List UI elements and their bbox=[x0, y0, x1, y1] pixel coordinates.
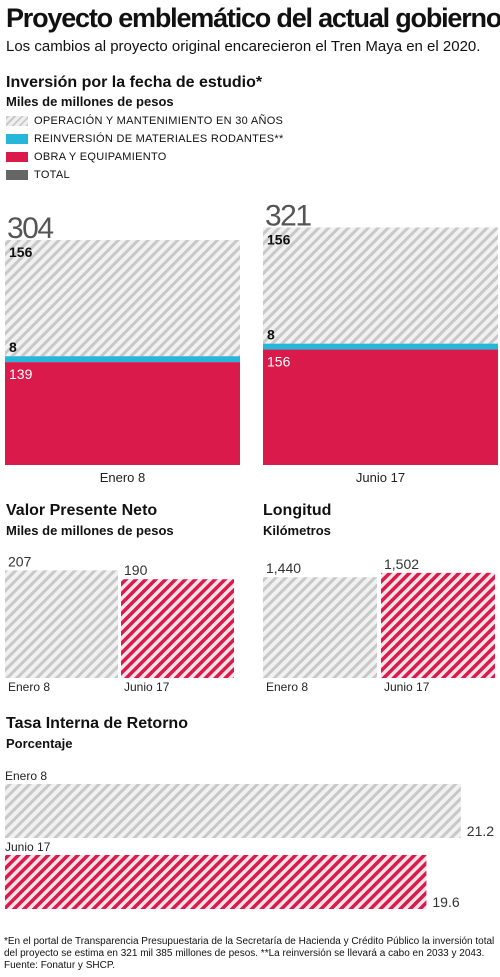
bar-operacion-0 bbox=[5, 240, 240, 357]
vpn-category-label-1: Junio 17 bbox=[124, 680, 170, 694]
vpn-bar-0 bbox=[5, 570, 118, 678]
page-title: Proyecto emblemático del actual gobierno bbox=[6, 3, 500, 33]
legend-label-operacion: OPERACIÓN Y MANTENIMIENTO EN 30 AÑOS bbox=[34, 115, 284, 127]
bar-reinversion-0 bbox=[5, 356, 240, 363]
vpn-value-label-1: 190 bbox=[124, 562, 148, 578]
bar-obra-0 bbox=[5, 362, 240, 465]
value-label-reinversion-0: 8 bbox=[9, 339, 17, 355]
legend-item-operacion: OPERACIÓN Y MANTENIMIENTO EN 30 AÑOS bbox=[6, 114, 283, 128]
total-label-1: 321 bbox=[265, 199, 311, 232]
tir-chart-title: Tasa Interna de Retorno bbox=[6, 715, 188, 732]
vpn-category-label-0: Enero 8 bbox=[8, 680, 50, 694]
legend-swatch-reinversion bbox=[6, 134, 28, 144]
vpn-bar-1 bbox=[121, 579, 234, 678]
investment-chart-subtitle: Miles de millones de pesos bbox=[6, 94, 174, 109]
bar-obra-1 bbox=[263, 349, 498, 465]
legend-item-total: TOTAL bbox=[6, 168, 70, 182]
longitud-bar-1 bbox=[381, 572, 495, 678]
tir-category-label-0: Enero 8 bbox=[5, 769, 47, 783]
footnote: *En el portal de Transparencia Presupues… bbox=[4, 936, 495, 971]
vpn-chart-title: Valor Presente Neto bbox=[6, 502, 158, 519]
page-subtitle: Los cambios al proyecto original encarec… bbox=[6, 38, 481, 55]
investment-chart-title: Inversión por la fecha de estudio* bbox=[6, 74, 263, 91]
value-label-obra-1: 156 bbox=[267, 354, 291, 370]
vpn-bars: 207 Enero 8 190 Junio 17 bbox=[5, 553, 234, 694]
vpn-value-label-0: 207 bbox=[8, 553, 32, 569]
value-label-operacion-0: 156 bbox=[9, 244, 33, 260]
bar-reinversion-1 bbox=[263, 343, 498, 350]
longitud-chart-subtitle: Kilómetros bbox=[263, 523, 331, 538]
legend-swatch-total bbox=[6, 170, 28, 180]
legend-swatch-obra bbox=[6, 152, 28, 162]
tir-value-label-1: 19.6 bbox=[432, 894, 459, 910]
tir-chart-subtitle: Porcentaje bbox=[6, 736, 73, 751]
legend-label-reinversion: REINVERSIÓN DE MATERIALES RODANTES** bbox=[34, 133, 284, 145]
longitud-category-label-1: Junio 17 bbox=[384, 680, 430, 694]
legend-item-reinversion: REINVERSIÓN DE MATERIALES RODANTES** bbox=[6, 132, 284, 146]
tir-value-label-0: 21.2 bbox=[467, 823, 494, 839]
longitud-bar-0 bbox=[263, 577, 377, 678]
longitud-chart-title: Longitud bbox=[263, 502, 332, 519]
longitud-bars: 1,440 Enero 8 1,502 Junio 17 bbox=[263, 556, 495, 694]
tir-bars: Enero 8 21.2 Junio 17 19.6 bbox=[5, 769, 494, 910]
value-label-reinversion-1: 8 bbox=[267, 327, 275, 343]
tir-bar-1 bbox=[5, 855, 427, 909]
tir-category-label-1: Junio 17 bbox=[5, 840, 51, 854]
longitud-category-label-0: Enero 8 bbox=[266, 680, 308, 694]
longitud-value-label-1: 1,502 bbox=[384, 556, 419, 572]
legend-item-obra: OBRA Y EQUIPAMIENTO bbox=[6, 150, 167, 164]
longitud-value-label-0: 1,440 bbox=[266, 560, 301, 576]
legend-label-total: TOTAL bbox=[34, 169, 70, 181]
value-label-obra-0: 139 bbox=[9, 366, 33, 382]
vpn-chart-subtitle: Miles de millones de pesos bbox=[6, 523, 174, 538]
total-label-0: 304 bbox=[7, 212, 53, 245]
category-label-1: Junio 17 bbox=[356, 470, 405, 485]
bar-operacion-1 bbox=[263, 227, 498, 344]
legend-label-obra: OBRA Y EQUIPAMIENTO bbox=[34, 151, 167, 163]
category-label-0: Enero 8 bbox=[100, 470, 146, 485]
tir-bar-0 bbox=[5, 784, 461, 838]
legend-swatch-operacion bbox=[6, 116, 28, 126]
value-label-operacion-1: 156 bbox=[267, 231, 291, 247]
